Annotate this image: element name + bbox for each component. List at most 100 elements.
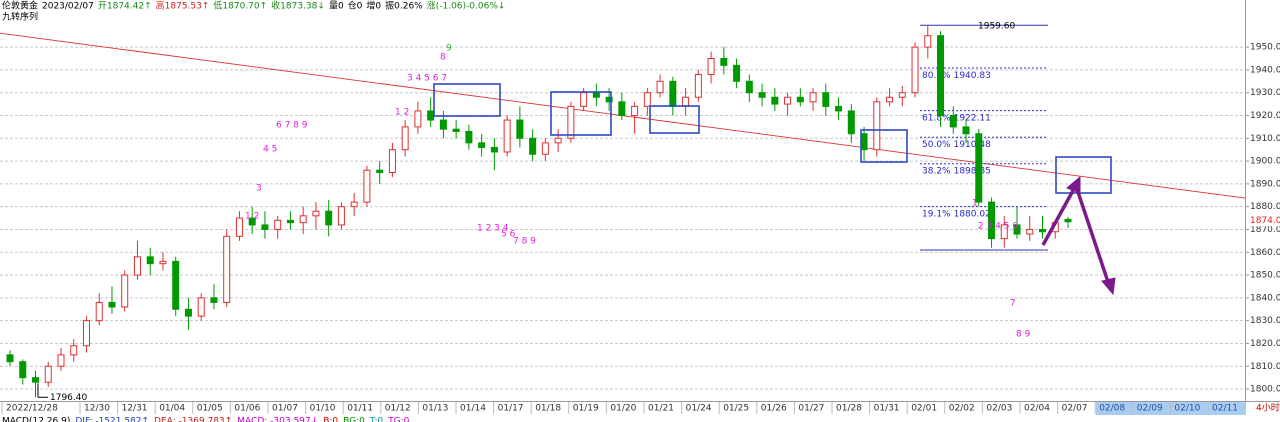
x-tick-label: 01/07 <box>272 404 298 414</box>
candle-body <box>1064 218 1072 223</box>
y-tick-label: 1830.00 <box>1250 316 1280 326</box>
fib-label: 61.8% 1922.11 <box>922 113 991 123</box>
x-tick-label: 01/06 <box>234 404 260 414</box>
header-item: 2023/02/07 <box>42 2 94 12</box>
candle-body <box>57 354 65 367</box>
candle-body <box>669 80 677 107</box>
sequence-label: 1 <box>972 199 978 209</box>
candle-body <box>1026 228 1034 235</box>
macd-item: MACD: -303.597↓ <box>237 417 318 422</box>
candle-body <box>656 80 664 94</box>
high-label: 1959.60 <box>978 22 1015 32</box>
candle-body <box>937 35 945 116</box>
candle-body <box>248 217 256 226</box>
candle-body <box>745 80 753 94</box>
sequence-label: 8 <box>440 53 446 63</box>
macd-item: DIF: -1521.582↑ <box>75 417 149 422</box>
candle-body <box>949 114 957 128</box>
candle-body <box>337 206 345 226</box>
y-tick-label: 1920.00 <box>1250 111 1280 121</box>
x-tick-label: 01/24 <box>686 404 712 414</box>
candle-body <box>911 46 919 94</box>
x-tick-label: 01/20 <box>610 404 636 414</box>
candle-body <box>452 128 460 132</box>
header-item: 增0 <box>366 0 381 12</box>
sequence-label: 3 <box>256 184 262 194</box>
y-tick-label: 1810.00 <box>1250 362 1280 372</box>
x-tick-label: 2022/12/28 <box>6 404 58 414</box>
x-tick-label: 01/05 <box>197 404 223 414</box>
arrows <box>1041 175 1116 296</box>
low-label: 1796.40 <box>50 393 87 403</box>
x-tick-label: 01/26 <box>761 404 787 414</box>
y-tick-label: 1860.00 <box>1250 248 1280 258</box>
x-tick-label: 01/27 <box>798 404 824 414</box>
candle-body <box>784 96 792 105</box>
candle-body <box>401 126 409 151</box>
last-price-bg <box>1247 214 1280 227</box>
sequence-label: 9 <box>446 44 452 54</box>
x-tick-label: 01/28 <box>836 404 862 414</box>
header-item: 开1874.42↑ <box>98 1 152 12</box>
candle-body <box>924 35 932 48</box>
fib-pct: 80.9% <box>922 71 951 81</box>
candle-body <box>529 137 537 155</box>
fib-pct: 38.2% <box>922 166 951 176</box>
fib-label: 80.9% 1940.83 <box>922 71 991 81</box>
x-tick-label: 02/11 <box>1212 404 1238 414</box>
y-tick-label: 1900.00 <box>1250 157 1280 167</box>
arrow-up <box>1041 186 1077 246</box>
candle-body <box>822 92 830 107</box>
candle-body <box>975 133 983 203</box>
candle-body <box>873 101 881 151</box>
candle-body <box>274 219 282 230</box>
x-tick-label: 12/31 <box>122 404 148 414</box>
arrow-down <box>1074 185 1110 283</box>
candle-body <box>962 126 970 135</box>
x-tick-label: 12/30 <box>84 404 110 414</box>
instrument-name: 伦敦黄金 <box>2 0 38 12</box>
fib-value: 1910.48 <box>954 140 991 150</box>
candle-body <box>82 320 90 347</box>
candle-body <box>146 256 154 265</box>
candle-body <box>707 58 715 75</box>
sequence-label: 4 5 <box>263 145 277 155</box>
x-tick-label: 02/08 <box>1099 404 1125 414</box>
sequence-label: 1 2 <box>245 212 259 222</box>
candle-body <box>631 105 639 116</box>
macd-item: T:0 <box>369 417 384 422</box>
header-item: 仓0 <box>348 0 363 12</box>
candle-body <box>567 105 575 139</box>
candle-body <box>325 210 333 226</box>
box <box>860 129 908 163</box>
candle-body <box>605 96 613 103</box>
candle-body <box>197 297 205 317</box>
sequence-label: 5 6 <box>501 230 516 240</box>
sequence-label: 7 8 9 <box>513 237 536 247</box>
candle-body <box>172 260 180 310</box>
candle-body <box>694 73 702 98</box>
annotation-boxes <box>433 83 1112 194</box>
candle-body <box>286 219 294 224</box>
x-tick-label: 02/07 <box>1062 404 1088 414</box>
period-label: 4小时 <box>1256 402 1280 414</box>
y-tick-label: 1940.00 <box>1250 65 1280 75</box>
sequence-label: 1 2 3 4 <box>477 224 509 234</box>
x-tick-label: 01/25 <box>723 404 749 414</box>
macd-item: B:0 <box>323 417 338 422</box>
macd-item: BG:0 <box>343 417 365 422</box>
candle-body <box>121 274 129 308</box>
candle-body <box>363 169 371 203</box>
candle-body <box>6 354 14 363</box>
fib-label: 19.1% 1880.02 <box>922 209 991 219</box>
candle-body <box>720 58 728 66</box>
header-item: 涨(-1.06)-0.06%↓ <box>427 1 506 12</box>
fib-value: 1898.85 <box>954 166 991 176</box>
x-tick-label: 01/13 <box>422 404 448 414</box>
candle-body <box>108 301 116 308</box>
candle-body <box>223 235 231 303</box>
fib-pct: 50.0% <box>922 140 951 150</box>
candle-body <box>490 146 498 153</box>
x-tick-label: 02/03 <box>986 404 1012 414</box>
y-tick-label: 1850.00 <box>1250 271 1280 281</box>
